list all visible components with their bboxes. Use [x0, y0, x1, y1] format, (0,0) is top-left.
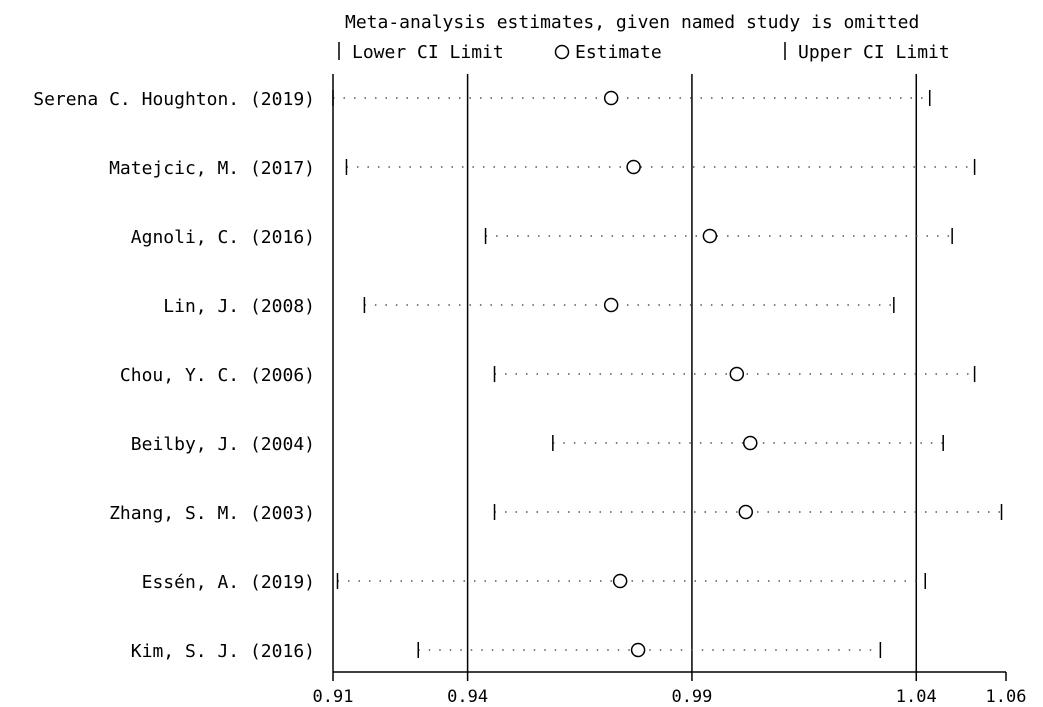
estimate-marker: [702, 228, 718, 244]
chart-title: Meta-analysis estimates, given named stu…: [345, 12, 919, 33]
legend-estimate-label: Estimate: [575, 42, 662, 63]
legend-lower-label: Lower CI Limit: [352, 42, 504, 63]
estimate-marker: [738, 504, 754, 520]
study-label: Kim, S. J. (2016): [131, 641, 315, 662]
x-tick-label: 1.04: [896, 687, 937, 707]
study-row: Zhang, S. M. (2003): [109, 503, 1003, 524]
study-label: Essén, A. (2019): [142, 572, 315, 593]
study-label: Matejcic, M. (2017): [109, 158, 315, 179]
reference-lines: [332, 74, 918, 672]
study-label: Chou, Y. C. (2006): [120, 365, 315, 386]
x-tick-label: 0.99: [671, 687, 712, 707]
estimate-marker: [626, 159, 641, 175]
study-label: Agnoli, C. (2016): [131, 227, 315, 248]
x-tick-label: 0.91: [313, 687, 354, 707]
study-label: Lin, J. (2008): [163, 296, 315, 317]
estimate-marker: [729, 366, 745, 382]
study-label: Zhang, S. M. (2003): [109, 503, 315, 524]
x-tick-label: 0.94: [447, 687, 488, 707]
estimate-marker: [743, 435, 758, 451]
study-label: Serena C. Houghton. (2019): [33, 89, 315, 110]
study-row: Matejcic, M. (2017): [109, 158, 976, 179]
study-row: Kim, S. J. (2016): [131, 641, 882, 662]
estimate-marker: [630, 642, 646, 658]
legend-estimate-marker: [554, 44, 570, 60]
study-row: Essén, A. (2019): [142, 572, 926, 593]
study-row: Chou, Y. C. (2006): [120, 365, 976, 386]
study-row: Lin, J. (2008): [163, 296, 895, 317]
legend-upper-label: Upper CI Limit: [798, 42, 950, 63]
study-label: Beilby, J. (2004): [131, 434, 315, 455]
x-axis: 0.91 0.94 0.99 1.04 1.06: [313, 671, 1027, 707]
x-tick-label: 1.06: [986, 687, 1027, 707]
legend: Lower CI Limit Estimate Upper CI Limit: [338, 42, 950, 63]
study-row: Beilby, J. (2004): [131, 434, 944, 455]
study-rows: Serena C. Houghton. (2019) Matejcic, M. (…: [33, 89, 1003, 662]
estimate-marker: [603, 90, 619, 106]
estimate-marker: [603, 297, 619, 313]
estimate-marker: [612, 573, 628, 589]
study-row: Serena C. Houghton. (2019): [33, 89, 931, 110]
study-row: Agnoli, C. (2016): [131, 227, 953, 248]
